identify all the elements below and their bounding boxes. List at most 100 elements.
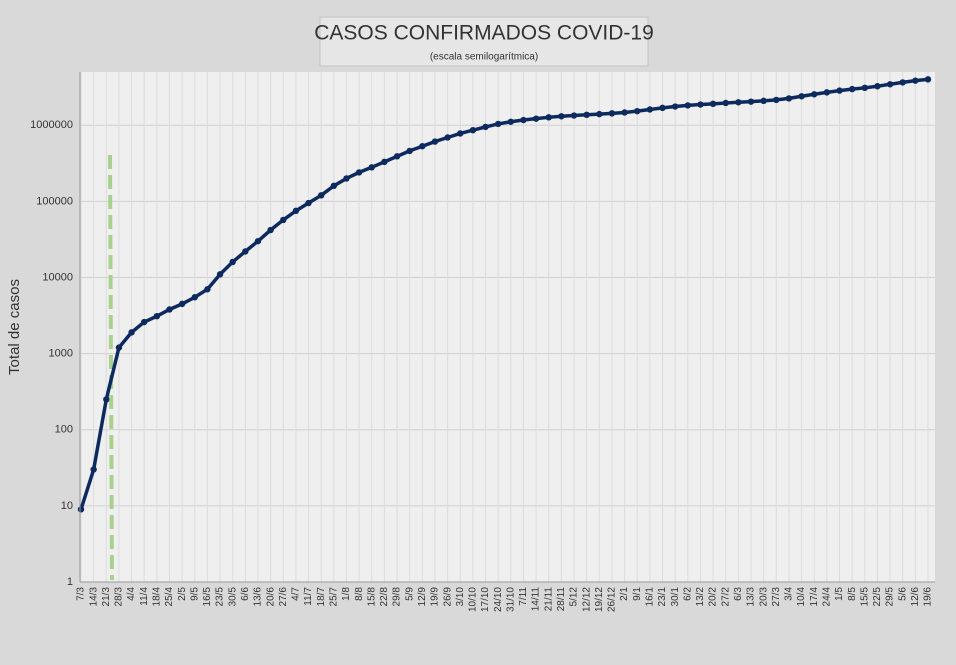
x-tick-label: 18/7 (316, 587, 327, 607)
x-tick-label: 27/3 (771, 587, 782, 607)
data-point (924, 76, 932, 83)
data-point (355, 169, 363, 176)
x-tick-label: 6/6 (240, 587, 251, 601)
data-point (697, 101, 704, 108)
data-point (406, 147, 413, 155)
data-point (596, 110, 603, 118)
x-tick-label: 23/5 (215, 587, 226, 607)
x-tick-label: 26/9 (442, 587, 453, 607)
x-tick-label: 13/3 (746, 587, 757, 607)
x-tick-label: 21/3 (101, 587, 112, 607)
reference-line (108, 154, 114, 581)
plot-area (80, 72, 935, 582)
x-tick-label: 23/1 (657, 587, 668, 607)
x-tick-label: 16/1 (645, 587, 656, 607)
data-point (608, 110, 616, 117)
data-point (292, 207, 300, 215)
x-tick-label: 14/11 (531, 587, 542, 612)
x-tick-label: 30/1 (670, 587, 681, 607)
x-tick-label: 24/4 (822, 587, 833, 607)
data-point (128, 329, 135, 336)
data-point (747, 98, 755, 105)
data-point (444, 134, 451, 141)
x-tick-label: 9/5 (189, 587, 200, 601)
x-tick-label: 2/5 (177, 587, 188, 601)
x-tick-label: 1/5 (834, 587, 845, 601)
data-point (305, 199, 312, 207)
data-point (836, 87, 843, 94)
x-tick-label: 4/4 (126, 587, 137, 601)
data-point (583, 111, 590, 119)
x-tick-label: 25/7 (328, 587, 339, 607)
x-tick-label: 5/9 (404, 587, 415, 601)
y-tick-label: 1 (67, 576, 73, 588)
data-point (103, 396, 110, 403)
data-point (153, 312, 161, 320)
data-point (671, 103, 679, 110)
y-tick-label: 100 (55, 424, 73, 436)
data-point (848, 85, 856, 93)
data-point (280, 216, 287, 224)
y-tick-label: 10 (61, 500, 73, 512)
data-point (482, 123, 489, 131)
data-point (659, 104, 666, 112)
x-tick-label: 22/8 (379, 587, 390, 607)
data-point (886, 81, 894, 88)
x-tick-label: 27/6 (278, 587, 289, 607)
data-point (77, 506, 85, 513)
data-point (798, 93, 805, 100)
data-point (823, 89, 831, 96)
x-tick-label: 4/7 (291, 587, 302, 601)
x-tick-label: 20/2 (708, 587, 719, 607)
data-point (646, 106, 654, 113)
x-tick-label: 1/8 (341, 587, 352, 601)
chart-subtitle: (escala semilogarítmica) (430, 52, 538, 63)
x-tick-label: 27/2 (720, 587, 731, 607)
x-tick-label: 15/5 (859, 587, 870, 607)
x-tick-label: 8/8 (354, 587, 365, 601)
x-tick-label: 13/6 (253, 587, 264, 607)
x-tick-label: 8/5 (847, 587, 858, 601)
data-point (634, 107, 641, 115)
y-tick-label: 100000 (36, 195, 73, 207)
x-tick-label: 10/4 (796, 587, 807, 607)
x-tick-label: 5/6 (897, 587, 908, 601)
data-point (494, 120, 502, 128)
grid (80, 72, 935, 583)
x-tick-label: 12/9 (417, 587, 428, 607)
x-tick-label: 21/11 (543, 587, 554, 612)
x-tick-label: 28/11 (556, 587, 567, 612)
x-tick-label: 17/4 (809, 587, 820, 607)
data-point (141, 318, 148, 326)
data-point (570, 112, 578, 119)
data-point (381, 158, 388, 166)
x-tick-label: 12/6 (910, 587, 921, 607)
x-tick-label: 12/12 (581, 587, 592, 612)
y-tick-label: 1000000 (30, 119, 73, 131)
data-point (520, 116, 527, 124)
data-point (621, 109, 628, 116)
x-tick-label: 18/4 (151, 587, 162, 607)
marks (77, 76, 932, 513)
x-tick-label: 16/5 (202, 587, 213, 607)
data-point (267, 226, 274, 234)
data-point (254, 237, 262, 245)
data-point (811, 91, 818, 98)
x-tick-label: 29/5 (885, 587, 896, 607)
x-tick-label: 6/3 (733, 587, 744, 601)
data-point (90, 466, 97, 473)
data-point (735, 99, 742, 106)
data-point (545, 114, 552, 121)
data-point (191, 294, 198, 301)
x-tick-label: 15/8 (366, 587, 377, 607)
data-point (115, 344, 123, 351)
data-point (204, 286, 211, 293)
data-point (457, 130, 464, 137)
x-tick-label: 22/5 (872, 587, 883, 607)
data-point (785, 95, 793, 102)
x-tick-label: 7/11 (518, 587, 529, 606)
x-tick-label: 20/3 (758, 587, 769, 607)
data-point (317, 192, 325, 199)
data-point (874, 83, 881, 90)
x-tick-label: 17/10 (480, 587, 491, 612)
